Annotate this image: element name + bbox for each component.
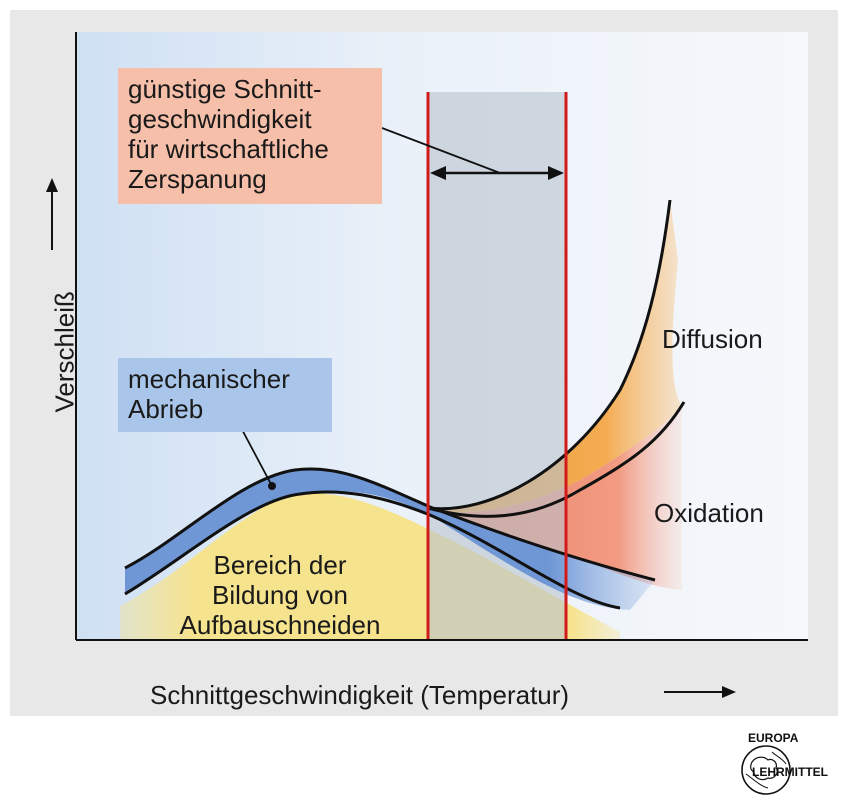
optimal-speed-label-line-2: geschwindigkeit — [128, 104, 312, 134]
optimal-range-arrow — [430, 166, 564, 180]
oxidation-curve — [427, 401, 686, 518]
mechanical-wear-label-line-1: mechanischer — [128, 364, 290, 394]
diffusion-label: Diffusion — [662, 324, 763, 354]
oxidation-label: Oxidation — [654, 498, 764, 528]
diagram-frame: günstige Schnitt- geschwindigkeit für wi… — [10, 10, 838, 716]
mechanical-wear-lower-curve — [124, 490, 621, 610]
mechanical-label-leader — [237, 421, 273, 487]
optimal-speed-label-line-1: günstige Schnitt- — [128, 74, 322, 104]
optimal-speed-label-line-4: Zerspanung — [128, 164, 267, 194]
diffusion-curve — [427, 199, 672, 511]
built-up-edge-label-line-3: Aufbauschneiden — [179, 610, 381, 640]
x-axis-arrow-icon — [664, 686, 736, 698]
optimal-speed-label-box: günstige Schnitt- geschwindigkeit für wi… — [118, 68, 382, 204]
wear-diagram — [75, 32, 808, 641]
built-up-edge-label-line-1: Bereich der — [213, 550, 347, 580]
y-axis-label: Verschleiß — [49, 291, 80, 413]
optimal-speed-label-line-3: für wirtschaftliche — [128, 134, 329, 164]
optimal-label-leader — [381, 127, 501, 174]
mechanical-wear-upper-curve — [124, 467, 656, 582]
y-axis-arrow-icon — [46, 178, 58, 250]
built-up-edge-label-line-2: Bildung von — [212, 580, 348, 610]
logo-top-text: EUROPA — [748, 731, 799, 745]
mechanical-wear-band — [125, 468, 655, 610]
x-axis-label: Schnittgeschwindigkeit (Temperatur) — [150, 680, 570, 710]
europa-lehrmittel-logo: EUROPA LEHRMITTEL — [741, 731, 828, 795]
mechanical-wear-label-box: mechanischer Abrieb — [118, 358, 332, 432]
diffusion-area — [428, 200, 682, 513]
logo-bottom-text: LEHRMITTEL — [752, 765, 828, 779]
mechanical-label-leader-dot — [268, 482, 276, 490]
mechanical-wear-label-line-2: Abrieb — [128, 394, 204, 424]
built-up-edge-label: Bereich der Bildung von Aufbauschneiden — [160, 550, 400, 640]
